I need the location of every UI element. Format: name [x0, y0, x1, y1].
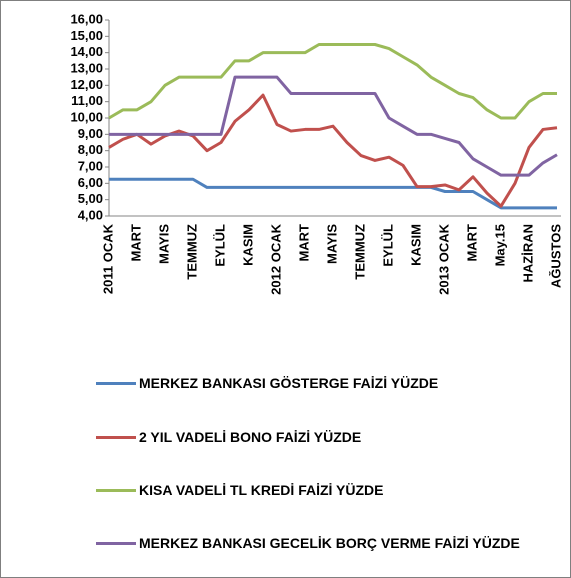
x-tick-label: EYLÜL: [380, 224, 395, 267]
legend-entry: MERKEZ BANKASI GÖSTERGE FAİZİ YÜZDE: [96, 374, 556, 392]
legend-entry: 2 YIL VADELİ BONO FAİZİ YÜZDE: [96, 428, 556, 446]
x-tick-label: MART: [128, 224, 143, 262]
legend-swatch: [96, 542, 136, 545]
legend-label: KISA VADELİ TL KREDİ FAİZİ YÜZDE: [139, 482, 384, 498]
y-tick-label: 7,00: [78, 158, 103, 173]
series-line: [109, 177, 557, 210]
y-tick-label: 8,00: [78, 142, 103, 157]
y-tick-label: 10,00: [70, 109, 103, 124]
y-tick-label: 11,00: [71, 93, 103, 108]
y-tick-label: 13,00: [70, 60, 103, 75]
y-tick-label: 16,00: [70, 11, 103, 26]
y-tick-label: 12,00: [70, 77, 103, 92]
x-tick-label: EYLÜL: [212, 224, 227, 267]
x-tick-label: 2013 OCAK: [436, 223, 451, 294]
legend-label: 2 YIL VADELİ BONO FAİZİ YÜZDE: [139, 429, 362, 445]
x-tick-label: MAYIS: [156, 224, 171, 264]
series-line: [108, 93, 558, 208]
legend-label: MERKEZ BANKASI GÖSTERGE FAİZİ YÜZDE: [139, 375, 439, 391]
legend-entry: MERKEZ BANKASI GECELİK BORÇ VERME FAİZİ …: [96, 534, 556, 552]
x-tick-label: KASIM: [408, 224, 423, 266]
x-tick-label: HAZİRAN: [520, 224, 535, 283]
x-tick-label: 2011 OCAK: [100, 223, 115, 294]
series-line: [109, 75, 558, 177]
x-tick-label: MART: [464, 224, 479, 262]
legend-entry: KISA VADELİ TL KREDİ FAİZİ YÜZDE: [96, 481, 556, 499]
y-tick-label: 14,00: [70, 44, 103, 59]
x-tick-label: MART: [296, 224, 311, 262]
legend-swatch: [96, 436, 136, 439]
legend-label: MERKEZ BANKASI GECELİK BORÇ VERME FAİZİ …: [139, 535, 520, 551]
x-tick-label: KASIM: [240, 224, 255, 266]
y-tick-label: 9,00: [78, 126, 103, 141]
x-tick-label: May.15: [492, 224, 507, 266]
series-line: [108, 43, 557, 120]
x-tick-label: AĞUSTOS: [548, 224, 563, 288]
x-tick-label: TEMMUZ: [352, 224, 367, 280]
x-tick-label: TEMMUZ: [184, 224, 199, 280]
x-tick-label: 2012 OCAK: [268, 223, 283, 294]
y-tick-label: 4,00: [78, 207, 103, 222]
y-tick-label: 6,00: [78, 175, 103, 190]
legend-swatch: [96, 382, 136, 385]
x-tick-label: MAYIS: [324, 224, 339, 264]
y-tick-label: 15,00: [70, 28, 103, 43]
legend-swatch: [96, 489, 136, 492]
y-tick-label: 5,00: [78, 191, 103, 206]
